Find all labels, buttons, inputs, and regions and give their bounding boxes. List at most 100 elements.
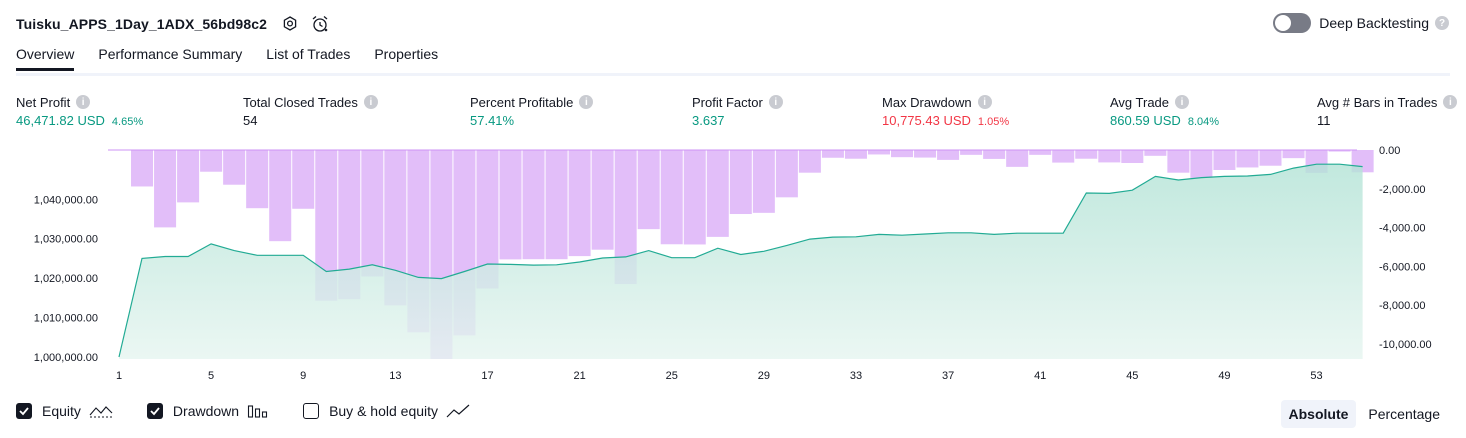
settings-icon[interactable] [279,13,301,35]
x-axis-tick-label: 45 [1126,370,1138,382]
alarm-clock-icon[interactable] [309,13,331,35]
info-icon[interactable]: i [768,95,783,109]
drawdown-bar [867,150,891,155]
x-axis-tick-label: 9 [300,370,306,382]
metric-value: 10,775.43 USD [882,113,971,128]
info-icon[interactable]: i [363,95,378,109]
drawdown-bar [960,150,983,155]
drawdown-bar [361,150,384,277]
info-icon[interactable]: i [579,95,594,109]
info-icon[interactable]: i [1443,95,1458,109]
metric-label: Avg Trade [1110,94,1170,110]
right-axis-labels: 0.00 -2,000.00 -4,000.00 -6,000.00 -8,000.00… [1379,145,1432,351]
absolute-button[interactable]: Absolute [1280,400,1357,428]
drawdown-bar [1098,150,1121,163]
metric-percent: 4.65% [111,116,144,128]
drawdown-bar [891,150,914,158]
drawdown-bar [1213,150,1236,170]
drawdown-bar [1144,150,1167,156]
drawdown-bar [1190,150,1213,178]
legend-label: Buy & hold equity [329,403,439,419]
drawdown-bar [637,150,660,230]
right-axis-tick-label: -6,000.00 [1379,261,1425,273]
left-axis-labels: 1,000,000.00 1,010,000.00 1,020,000.00 1,03… [34,194,98,364]
metric-net-profit: Net Profit i 46,471.82 USD 4.65% [16,94,143,129]
metric-value: 46,471.82 USD [16,113,105,128]
metric-percent: 1.05% [977,116,1010,128]
metric-label: Avg # Bars in Trades [1317,94,1438,110]
checkbox-buy-hold-equity[interactable] [303,403,320,419]
drawdown-bar [821,150,844,158]
drawdown-bar [269,150,292,242]
info-icon[interactable]: i [977,95,992,109]
drawdown-bar [1259,150,1282,166]
drawdown-bar [154,150,177,228]
metric-value: 860.59 USD [1110,113,1181,128]
equity-drawdown-chart[interactable]: 1,000,000.00 1,010,000.00 1,020,000.00 1,03… [0,140,1466,390]
right-axis-tick-label: 0.00 [1379,145,1400,157]
legend-equity[interactable]: Equity [16,403,113,419]
drawdown-bar [223,150,246,185]
metric-value: 3.637 [692,113,725,128]
deep-backtesting: Deep Backtesting ? [1273,13,1449,33]
checkbox-drawdown[interactable] [146,403,163,419]
left-axis-tick-label: 1,000,000.00 [34,352,98,364]
drawdown-bar [591,150,614,250]
drawdown-bar [683,150,706,245]
toggle-knob [1275,15,1292,31]
equity-area-fill [119,164,1363,359]
drawdown-bar [798,150,821,173]
x-axis-tick-label: 49 [1218,370,1230,382]
metric-max-drawdown: Max Drawdown i 10,775.43 USD 1.05% [882,94,1009,129]
chart-legend: Equity Drawdown Buy & hold equity [16,403,504,419]
tab-overview[interactable]: Overview [16,46,75,71]
x-axis-tick-label: 13 [389,370,401,382]
drawdown-bar [844,150,867,159]
right-axis-tick-label: -4,000.00 [1379,223,1425,235]
right-axis-tick-label: -8,000.00 [1379,300,1425,312]
drawdown-bar [499,150,522,260]
drawdown-bar [1029,150,1052,155]
deep-backtesting-toggle[interactable] [1273,13,1312,33]
x-axis-labels: 1 5 9 13 17 21 25 29 33 37 41 45 49 53 [116,370,1323,382]
strategy-name: Tuisku_APPS_1Day_1ADX_56bd98c2 [16,16,267,32]
right-axis-tick-label: -2,000.00 [1379,184,1425,196]
tabs-divider [16,73,1450,76]
drawdown-bar [568,150,591,257]
drawdown-bar [775,150,798,198]
drawdown-bar [1121,150,1144,163]
drawdown-bar [1328,150,1351,152]
metric-label: Max Drawdown [882,94,972,110]
checkbox-equity[interactable] [16,403,32,419]
help-icon[interactable]: ? [1435,16,1449,30]
tab-list-of-trades[interactable]: List of Trades [266,46,351,62]
x-axis-tick-label: 25 [666,370,678,382]
x-axis-tick-label: 41 [1034,370,1046,382]
percentage-button[interactable]: Percentage [1368,406,1440,422]
info-icon[interactable]: i [76,95,91,109]
x-axis-tick-label: 33 [850,370,862,382]
drawdown-bar [1052,150,1075,163]
metric-label: Net Profit [16,94,71,110]
metric-percent: 8.04% [1187,116,1220,128]
drawdown-bar [752,150,775,213]
legend-label: Drawdown [172,403,240,419]
legend-drawdown[interactable]: Drawdown [146,403,269,419]
x-axis-tick-label: 37 [942,370,954,382]
tab-performance-summary[interactable]: Performance Summary [98,46,243,62]
metric-value: 54 [243,113,258,128]
drawdown-bar [729,150,752,215]
drawdown-bar [315,150,338,301]
x-axis-tick-label: 53 [1310,370,1322,382]
drawdown-bar [338,150,361,300]
deep-backtesting-label: Deep Backtesting [1319,15,1429,31]
info-icon[interactable]: i [1175,95,1190,109]
legend-buy-hold-equity[interactable]: Buy & hold equity [303,403,470,419]
metric-total-closed-trades: Total Closed Trades i 54 [243,94,378,129]
metric-value: 11 [1317,113,1331,128]
drawdown-bar [200,150,223,172]
tab-properties[interactable]: Properties [374,46,439,62]
drawdown-bar [983,150,1006,159]
metric-avg-trade: Avg Trade i 860.59 USD 8.04% [1110,94,1219,129]
metric-avg-bars-in-trades: Avg # Bars in Trades i 11 [1317,94,1458,129]
